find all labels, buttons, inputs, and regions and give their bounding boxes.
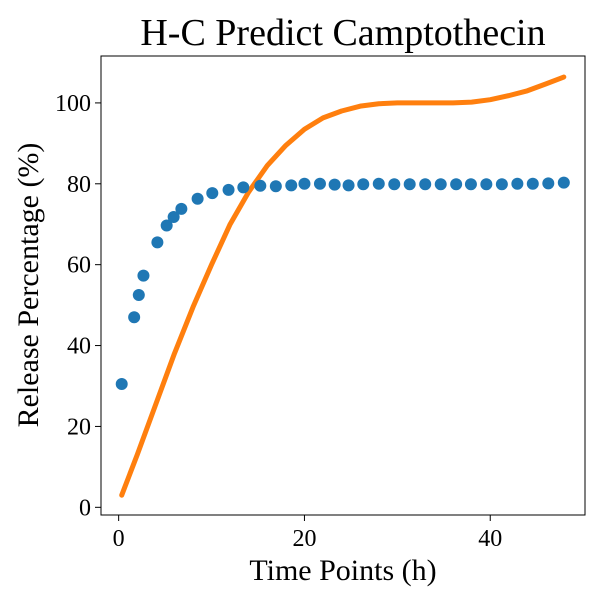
- scatter-point: [298, 177, 311, 190]
- scatter-point: [269, 180, 282, 193]
- x-tick-label: 40: [478, 526, 502, 552]
- scatter-point: [557, 176, 570, 189]
- scatter-point: [160, 219, 173, 232]
- scatter-point: [542, 177, 555, 190]
- scatter-point: [357, 178, 370, 191]
- scatter-point: [167, 210, 180, 223]
- scatter-point: [526, 177, 539, 190]
- scatter-point: [388, 178, 401, 191]
- scatter-point: [419, 178, 432, 191]
- scatter-point: [313, 177, 326, 190]
- scatter-point: [480, 178, 493, 191]
- scatter-point: [434, 178, 447, 191]
- scatter-point: [222, 183, 235, 196]
- y-tick-label: 80: [67, 172, 91, 198]
- scatter-point: [342, 179, 355, 192]
- scatter-point: [511, 177, 524, 190]
- scatter-point: [495, 178, 508, 191]
- y-tick-label: 40: [67, 334, 91, 360]
- x-axis-label: Time Points (h): [249, 554, 436, 587]
- scatter-point: [137, 269, 150, 282]
- scatter-point: [464, 178, 477, 191]
- scatter-point: [254, 179, 267, 192]
- plot-frame: [100, 55, 586, 516]
- scatter-point: [115, 377, 128, 390]
- scatter-point: [403, 178, 416, 191]
- y-tick-label: 0: [79, 495, 91, 521]
- series-layer: [115, 74, 570, 498]
- scatter-point: [328, 178, 341, 191]
- scatter-point: [237, 181, 250, 194]
- scatter-point: [285, 179, 298, 192]
- axes-layer: 0 20 40 0 20 40 60 80 100: [55, 55, 586, 552]
- scatter-point: [191, 192, 204, 205]
- scatter-point: [450, 178, 463, 191]
- scatter-point: [175, 202, 188, 215]
- scatter-point: [206, 187, 219, 200]
- y-axis-label: Release Percentage (%): [12, 143, 45, 428]
- x-tick-label: 0: [113, 526, 125, 552]
- y-tick-label: 100: [55, 91, 91, 117]
- scatter-point: [151, 236, 164, 249]
- y-tick-label: 60: [67, 253, 91, 279]
- scatter-point: [372, 177, 385, 190]
- scatter-point: [132, 289, 145, 301]
- chart-title: H-C Predict Camptothecin: [140, 12, 545, 54]
- y-tick-label: 20: [67, 414, 91, 440]
- x-tick-label: 20: [292, 526, 316, 552]
- scatter-point: [128, 311, 141, 324]
- series-line-0: [119, 74, 567, 498]
